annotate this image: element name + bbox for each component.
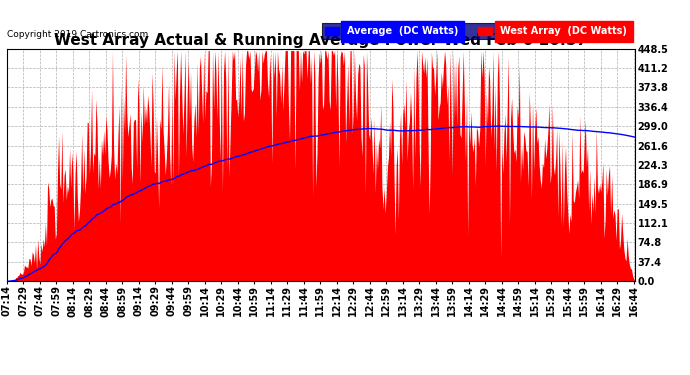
Text: Copyright 2019 Cartronics.com: Copyright 2019 Cartronics.com	[7, 30, 148, 39]
Legend: Average  (DC Watts), West Array  (DC Watts): Average (DC Watts), West Array (DC Watts…	[322, 23, 630, 39]
Title: West Array Actual & Running Average Power Wed Feb 6 16:57: West Array Actual & Running Average Powe…	[55, 33, 587, 48]
